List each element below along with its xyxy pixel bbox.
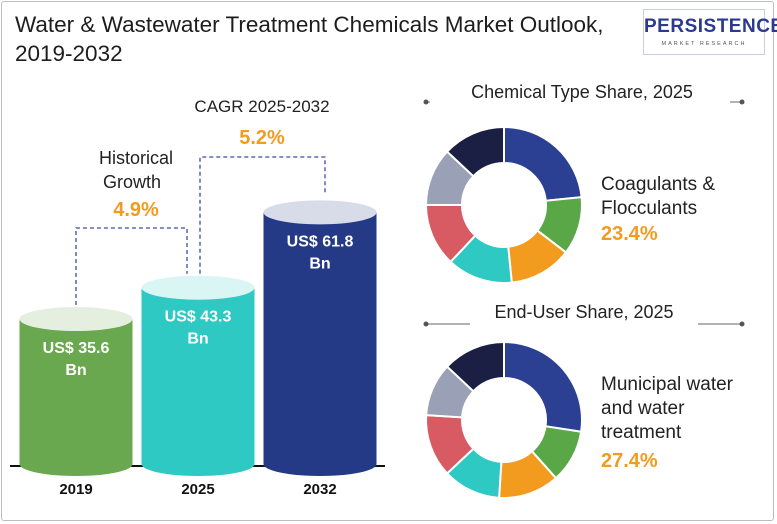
section-title-bg [470, 300, 698, 330]
historical-growth-value: 4.9% [113, 199, 159, 221]
divider-dot-left [423, 99, 429, 105]
x-tick-label: 2019 [59, 481, 92, 498]
bar-value-label: US$ 43.3 Bn [165, 309, 232, 348]
bar-value-label: US$ 35.6 Bn [43, 340, 110, 379]
donut-slice [503, 340, 583, 433]
bar-value-label: US$ 61.8 Bn [287, 233, 354, 272]
bar-2019 [19, 307, 133, 476]
cagr-value: 5.2% [239, 127, 285, 149]
enduser-highlight-label: Municipal water and water treatment [601, 374, 734, 443]
logo-sub-text: MARKET RESEARCH [661, 41, 747, 47]
x-tick-label: 2032 [303, 481, 336, 498]
end-user-title: End-User Share, 2025 [494, 302, 673, 322]
divider-dot-right [739, 99, 745, 105]
divider-dot-left [423, 321, 429, 327]
bar-body [141, 287, 255, 476]
chemical-highlight-value: 23.4% [601, 223, 658, 245]
donut-slice [503, 125, 583, 202]
divider-dot-right [739, 321, 745, 327]
donut-chart-2 [425, 340, 583, 499]
historical-connector [75, 227, 188, 306]
chemical-highlight-label: Coagulants & Flocculants [601, 174, 715, 219]
cagr-label: CAGR 2025-2032 [194, 97, 329, 116]
x-tick-label: 2025 [181, 481, 214, 498]
chemical-type-title: Chemical Type Share, 2025 [471, 82, 693, 102]
historical-label: Historical Growth [99, 148, 173, 192]
brand-logo: PERSISTENCE MARKET RESEARCH [643, 9, 777, 55]
bar-2025 [141, 275, 255, 476]
bar-body [263, 212, 377, 476]
bar-body [19, 319, 133, 476]
logo-main-text: PERSISTENCE [644, 16, 777, 37]
bar-top-cap [141, 275, 255, 300]
donut-slice [445, 340, 505, 393]
donut-chart-1 [424, 125, 583, 284]
donut-slice [445, 125, 505, 178]
bar-2032 [263, 200, 377, 476]
bar-top-cap [263, 200, 377, 225]
enduser-highlight-value: 27.4% [601, 450, 658, 472]
cagr-connector [199, 156, 326, 274]
bar-top-cap [19, 307, 133, 332]
page-title: Water & Wastewater Treatment Chemicals M… [15, 12, 604, 66]
section-title-bg [430, 80, 730, 110]
